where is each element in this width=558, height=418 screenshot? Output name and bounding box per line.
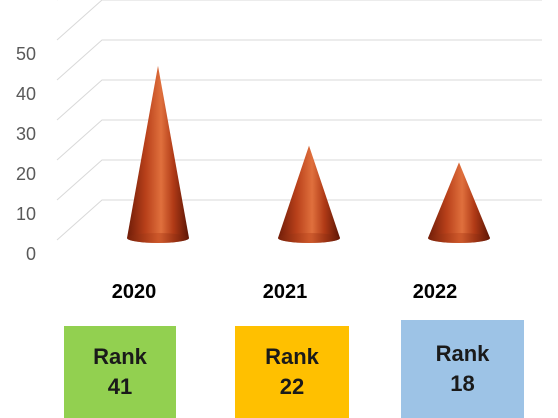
y-tick-label: 0 [26,244,36,264]
cone-base [428,233,490,243]
cone-body [428,162,490,243]
cone-body [127,65,189,243]
gridline [56,199,542,241]
rank-box-2022: Rank 18 [401,320,524,418]
rank-value: 41 [107,374,133,399]
y-tick-label: 20 [16,164,36,184]
cone-base [278,233,340,243]
cone-2021 [278,145,340,243]
gridline [56,0,542,41]
rank-box-2021: Rank 22 [235,326,349,418]
x-tick-label: 2021 [263,281,308,303]
cone-body [278,145,340,243]
gridlines [56,0,542,241]
rank-value: 18 [450,371,475,396]
cone-2022 [428,162,490,243]
cones [127,65,490,243]
gridline [56,159,542,201]
y-axis-ticks: 0 10 20 30 40 50 [16,44,36,264]
x-axis-labels: 2020 2021 2022 [112,281,458,303]
rank-label: Rank [93,344,147,369]
y-tick-label: 10 [16,204,36,224]
gridline [56,39,542,81]
gridline [56,119,542,161]
x-tick-label: 2022 [413,281,458,303]
cone-2020 [127,65,189,243]
x-tick-label: 2020 [112,281,157,303]
gridline [56,79,542,121]
y-tick-label: 50 [16,44,36,64]
rank-label: Rank [265,344,319,369]
rank-value: 22 [279,374,305,399]
cone-base [127,233,189,243]
y-tick-label: 40 [16,84,36,104]
cone-chart: 0 10 20 30 40 50 2020 2021 2022 [16,0,542,303]
rank-label: Rank [435,341,490,366]
rank-box-2020: Rank 41 [64,326,176,418]
y-tick-label: 30 [16,124,36,144]
